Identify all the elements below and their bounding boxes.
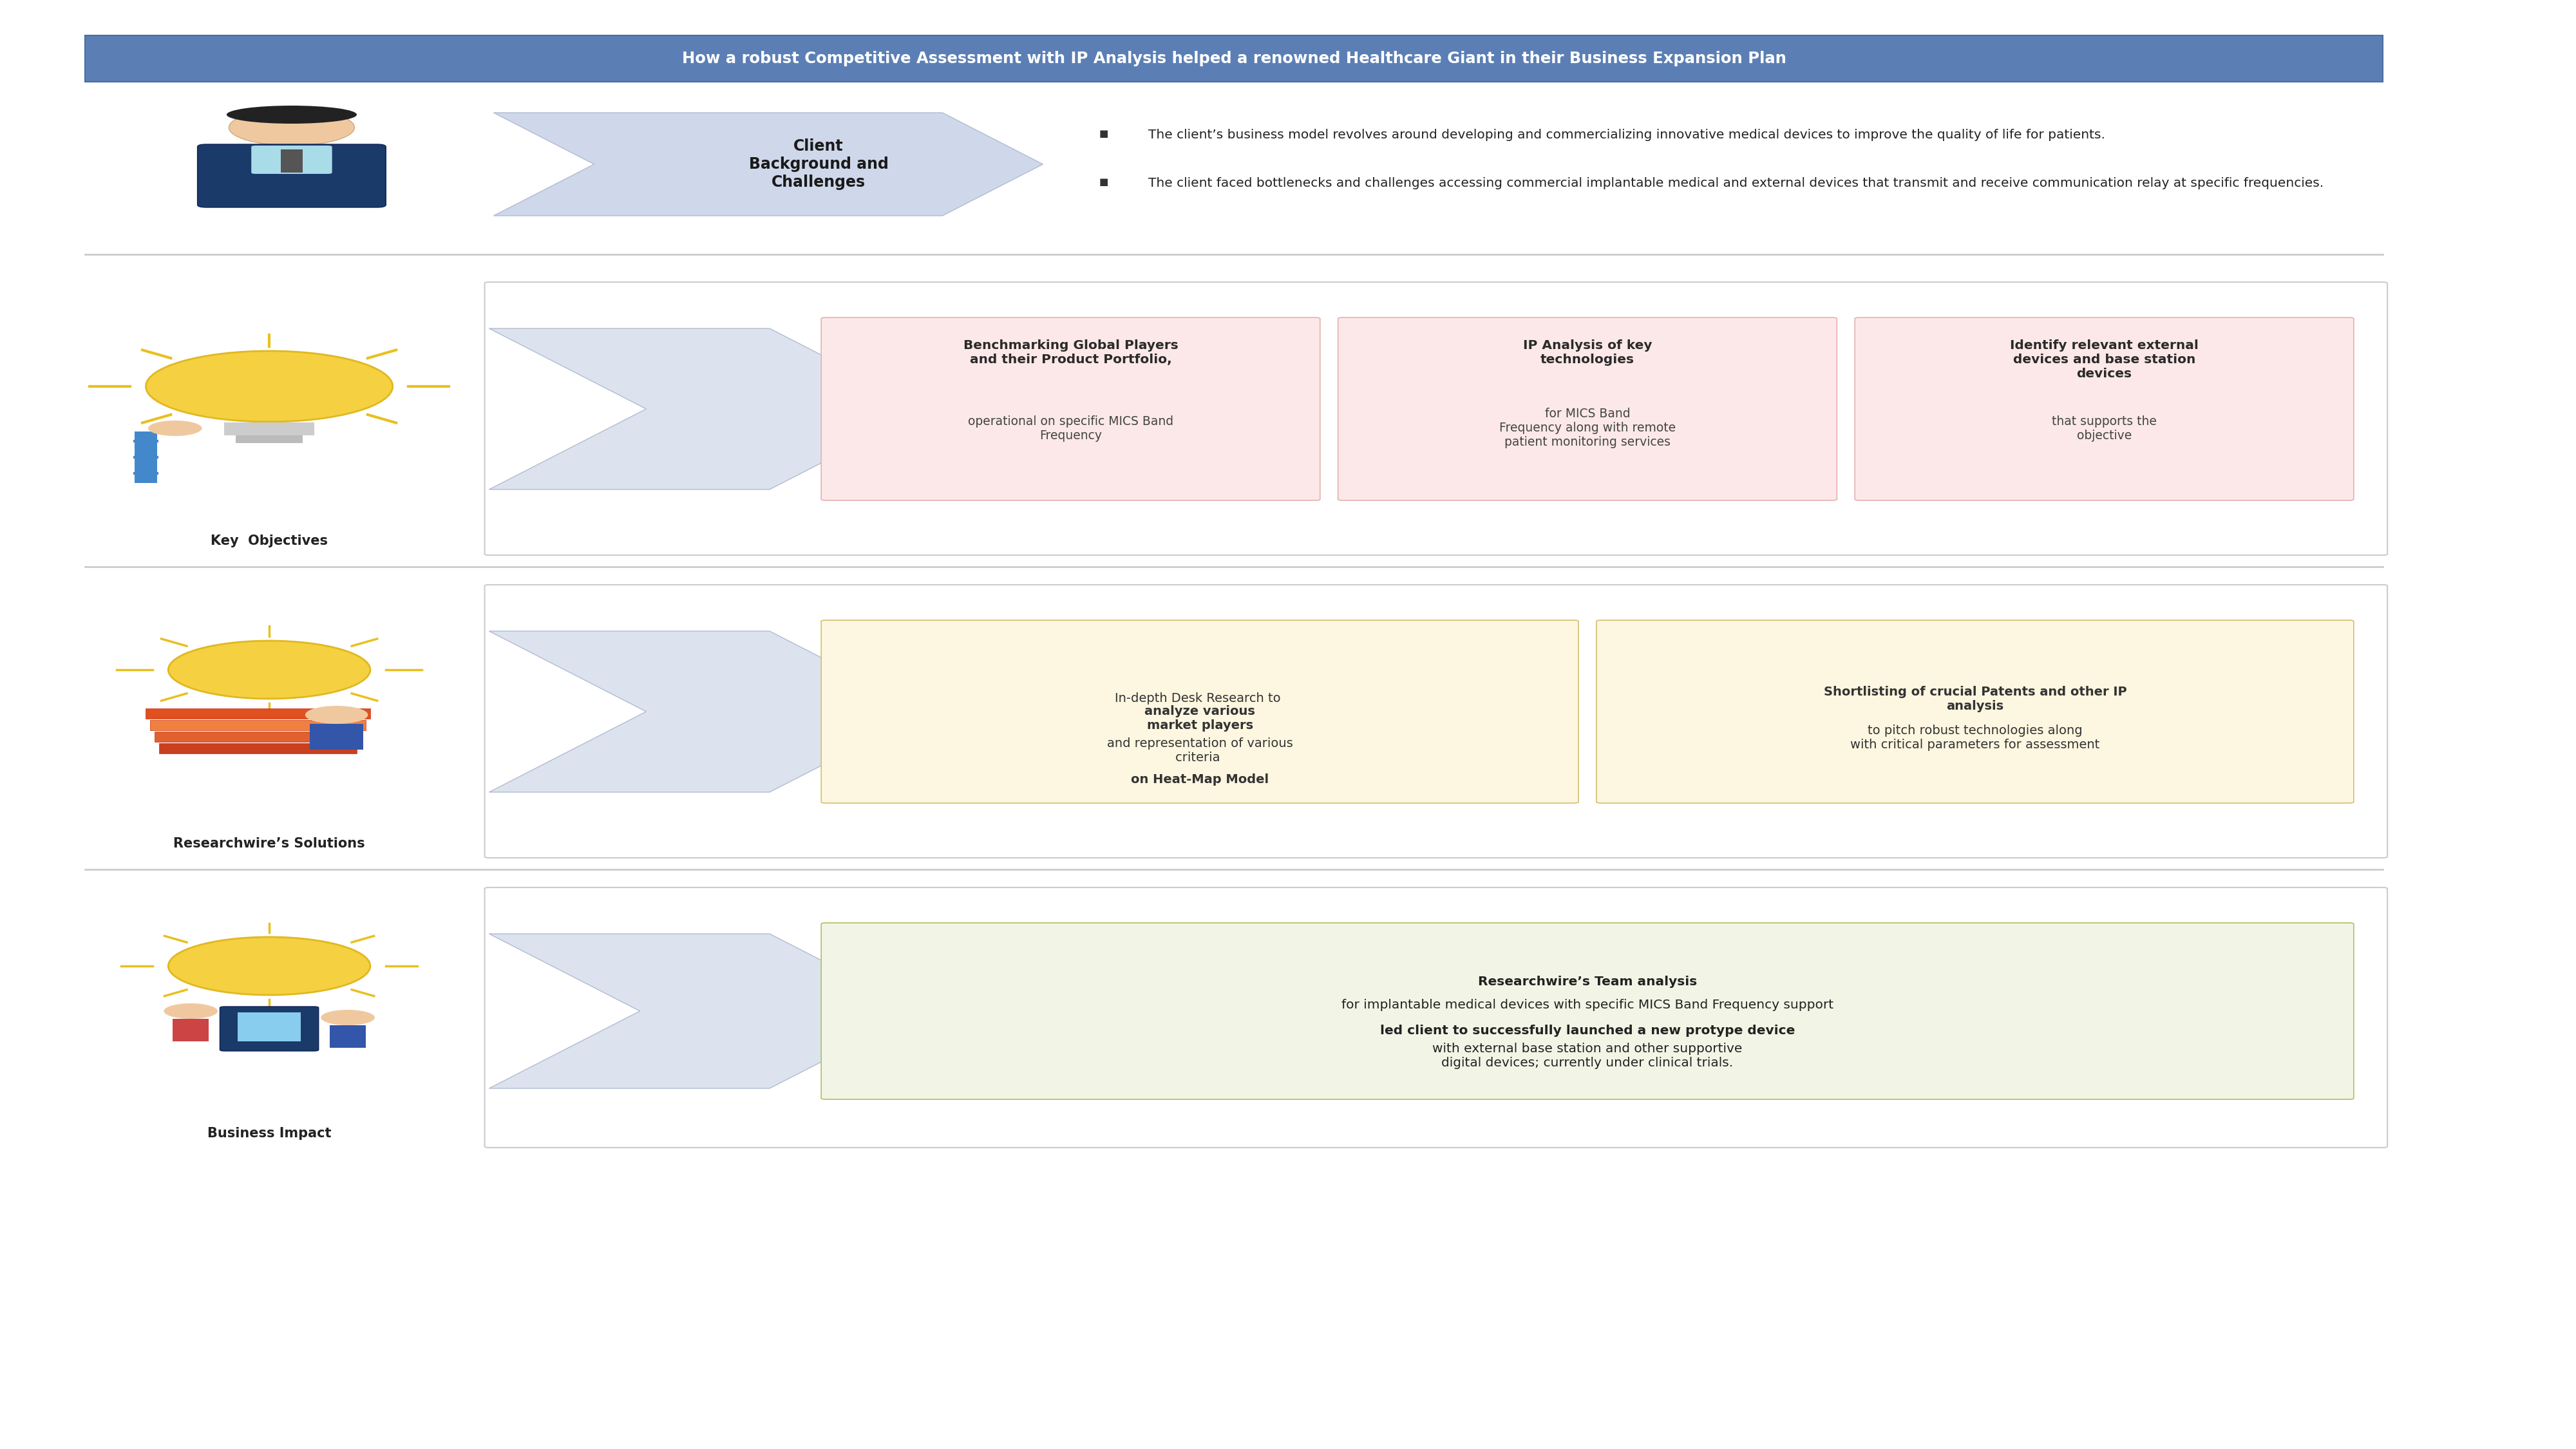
Text: on Heat-Map Model: on Heat-Map Model (1131, 774, 1270, 785)
Text: Researchwire’s Team analysis: Researchwire’s Team analysis (1479, 977, 1698, 988)
FancyBboxPatch shape (252, 145, 332, 174)
Text: The client faced bottlenecks and challenges accessing commercial implantable med: The client faced bottlenecks and challen… (1149, 177, 2324, 190)
FancyBboxPatch shape (484, 283, 2388, 555)
Polygon shape (489, 933, 920, 1088)
Text: How a robust Competitive Assessment with IP Analysis helped a renowned Healthcar: How a robust Competitive Assessment with… (683, 51, 1785, 67)
Text: Shortlisting of crucial Patents and other IP
analysis: Shortlisting of crucial Patents and othe… (1824, 685, 2128, 711)
Text: IP Analysis of key
technologies: IP Analysis of key technologies (1522, 339, 1651, 365)
Text: Researchwire’s Solutions: Researchwire’s Solutions (173, 838, 366, 851)
Text: led client to successfully launched a new protype device: led client to successfully launched a ne… (1381, 1024, 1795, 1036)
Ellipse shape (227, 106, 355, 123)
Circle shape (229, 110, 355, 145)
Circle shape (167, 640, 371, 698)
FancyBboxPatch shape (1855, 317, 2354, 500)
Text: In-depth Desk Research to: In-depth Desk Research to (1115, 693, 1285, 704)
Text: that supports the
objective: that supports the objective (2053, 414, 2156, 442)
Text: ■: ■ (1100, 129, 1108, 139)
Circle shape (322, 1010, 374, 1026)
Circle shape (167, 938, 371, 995)
Text: Key  Objectives: Key Objectives (211, 535, 327, 548)
Text: for implantable medical devices with specific MICS Band Frequency support: for implantable medical devices with spe… (1342, 998, 1834, 1011)
Text: and representation of various
criteria: and representation of various criteria (1108, 738, 1293, 764)
Circle shape (304, 706, 368, 724)
Bar (85, 35, 2383, 81)
FancyBboxPatch shape (484, 887, 2388, 1148)
FancyBboxPatch shape (1597, 620, 2354, 803)
Bar (134, 432, 157, 483)
Text: Client
Background and
Challenges: Client Background and Challenges (750, 139, 889, 190)
FancyBboxPatch shape (198, 145, 386, 207)
Polygon shape (489, 632, 927, 793)
Bar (155, 732, 361, 742)
Polygon shape (489, 329, 927, 490)
Text: with external base station and other supportive
digital devices; currently under: with external base station and other sup… (1432, 1043, 1741, 1069)
FancyBboxPatch shape (484, 585, 2388, 858)
Bar (234, 435, 304, 443)
Polygon shape (495, 113, 1043, 216)
Text: Benchmarking Global Players
and their Product Portfolio,: Benchmarking Global Players and their Pr… (963, 339, 1177, 365)
Bar (160, 743, 355, 753)
Text: operational on specific MICS Band
Frequency: operational on specific MICS Band Freque… (969, 414, 1175, 442)
Bar (330, 1026, 366, 1048)
Text: Business Impact: Business Impact (206, 1127, 332, 1140)
Bar (309, 724, 363, 749)
FancyBboxPatch shape (822, 317, 1319, 500)
FancyBboxPatch shape (1337, 317, 1837, 500)
Bar (149, 720, 366, 730)
Bar (281, 149, 304, 172)
Bar (224, 423, 314, 435)
Bar (147, 709, 371, 719)
FancyBboxPatch shape (822, 923, 2354, 1100)
Text: to pitch robust technologies along
with critical parameters for assessment: to pitch robust technologies along with … (1850, 724, 2099, 751)
Circle shape (147, 351, 392, 422)
FancyBboxPatch shape (822, 620, 1579, 803)
Bar (237, 1013, 301, 1042)
Text: analyze various
market players: analyze various market players (1144, 704, 1255, 732)
Text: The client’s business model revolves around developing and commercializing innov: The client’s business model revolves aro… (1149, 129, 2105, 141)
Text: for MICS Band
Frequency along with remote
patient monitoring services: for MICS Band Frequency along with remot… (1499, 409, 1677, 449)
Text: ■: ■ (1100, 177, 1108, 187)
FancyBboxPatch shape (219, 1007, 319, 1051)
Text: Identify relevant external
devices and base station
devices: Identify relevant external devices and b… (2009, 339, 2197, 380)
Bar (173, 1019, 209, 1042)
Circle shape (147, 420, 201, 436)
Circle shape (165, 1003, 216, 1019)
